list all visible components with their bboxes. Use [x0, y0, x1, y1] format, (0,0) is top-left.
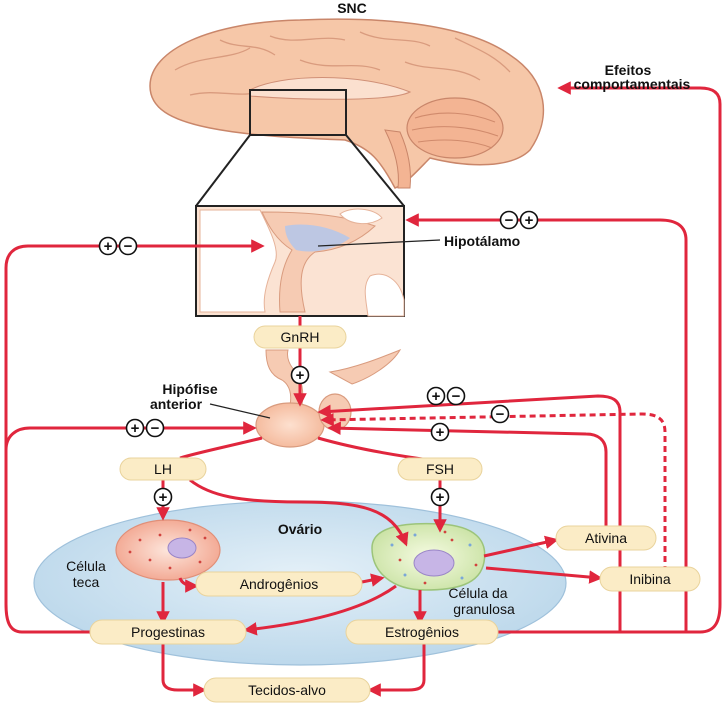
sign-minus: − [145, 418, 165, 438]
label-theca-cell-2: teca [73, 574, 100, 590]
pill-progestins: Progestinas [89, 619, 247, 645]
label-granulosa-cell-2: granulosa [453, 601, 515, 617]
svg-text:−: − [151, 420, 160, 437]
svg-text:+: + [131, 420, 140, 437]
zoom-box [249, 89, 347, 136]
zoom-line-right [345, 134, 405, 207]
svg-text:+: + [296, 367, 305, 384]
label-ovary: Ovário [278, 521, 322, 537]
svg-text:+: + [159, 489, 168, 506]
sign-plus: + [153, 487, 173, 507]
label-fsh: FSH [426, 461, 454, 477]
svg-text:+: + [436, 424, 445, 441]
pill-target-tissues: Tecidos-alvo [203, 677, 371, 703]
sign-minus: − [446, 386, 466, 406]
sign-plus: + [430, 487, 450, 507]
pill-estrogens: Estrogênios [345, 619, 499, 645]
svg-text:+: + [525, 212, 534, 229]
theca-cell [115, 519, 221, 581]
label-activin: Ativina [585, 530, 627, 546]
svg-text:+: + [104, 238, 113, 255]
label-theca-cell-1: Célula [66, 558, 106, 574]
label-anterior-pituitary-2: anterior [150, 396, 203, 412]
sign-plus: + [125, 418, 145, 438]
hypothalamus-inset [195, 205, 441, 317]
pill-gnrh: GnRH [253, 325, 347, 349]
svg-text:−: − [124, 238, 133, 255]
label-behavioral-effects-1: Efeitos [605, 62, 652, 78]
svg-text:−: − [496, 406, 505, 423]
svg-text:+: + [432, 388, 441, 405]
sign-minus: − [490, 404, 510, 424]
zoom-line-left [195, 134, 251, 207]
pituitary-pointer [209, 403, 271, 419]
pill-lh: LH [119, 457, 207, 481]
svg-text:−: − [452, 388, 461, 405]
anterior-pituitary [255, 402, 325, 448]
sign-plus: + [290, 365, 310, 385]
label-anterior-pituitary-1: Hipófise [162, 381, 217, 397]
sign-plus: + [426, 386, 446, 406]
sign-minus: − [118, 236, 138, 256]
svg-text:−: − [505, 212, 514, 229]
sign-minus: − [499, 210, 519, 230]
label-lh: LH [154, 461, 172, 477]
pill-fsh: FSH [397, 457, 483, 481]
pituitary-illustration [255, 349, 402, 448]
arrows [4, 81, 722, 697]
label-progestins: Progestinas [131, 624, 205, 640]
label-granulosa-cell-1: Célula da [448, 585, 507, 601]
label-androgens: Androgênios [240, 576, 319, 592]
label-estrogens: Estrogênios [385, 624, 459, 640]
pill-activin: Ativina [555, 525, 657, 551]
label-gnrh: GnRH [281, 329, 320, 345]
svg-text:+: + [436, 489, 445, 506]
sign-plus: + [430, 422, 450, 442]
sign-plus: + [98, 236, 118, 256]
pill-inhibin: Inibina [599, 566, 701, 592]
sign-plus: + [519, 210, 539, 230]
label-hypothalamus: Hipotálamo [444, 233, 520, 249]
label-snc: SNC [337, 0, 367, 16]
label-behavioral-effects-2: comportamentais [574, 76, 691, 92]
label-inhibin: Inibina [629, 571, 670, 587]
granulosa-cell [371, 522, 486, 591]
label-target-tissues: Tecidos-alvo [248, 682, 326, 698]
pill-androgens: Androgênios [195, 571, 363, 597]
